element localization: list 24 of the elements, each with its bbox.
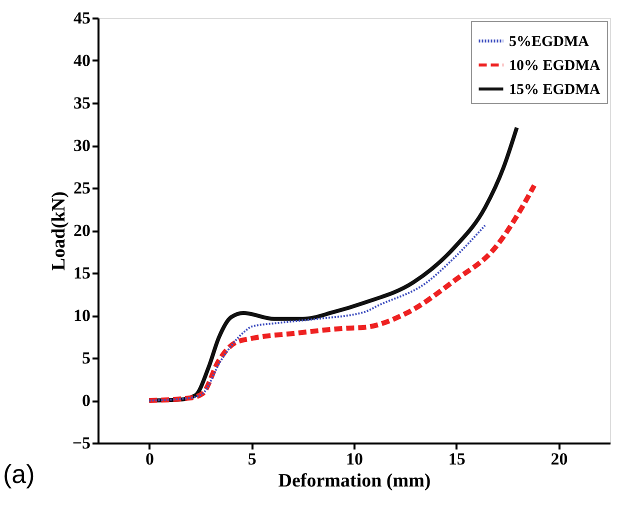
x-tick-label: 10 <box>346 450 363 468</box>
line-series <box>148 224 486 402</box>
y-tick-label: 40 <box>74 51 90 70</box>
y-tick-label: 5 <box>82 348 90 368</box>
x-tick-label: 20 <box>550 450 568 468</box>
y-tick-label: 15 <box>74 264 90 282</box>
line-series <box>147 126 519 402</box>
y-tick-label: 25 <box>74 178 90 198</box>
x-tick-label: 0 <box>145 450 154 468</box>
y-tick-label: −5 <box>72 434 90 452</box>
legend-label: 15% EGDMA <box>509 82 600 98</box>
y-tick-label: 45 <box>74 8 90 28</box>
y-axis-title: Load(kN) <box>48 191 70 271</box>
x-tick-label: 15 <box>448 450 466 468</box>
x-axis-title: Deformation (mm) <box>278 470 431 492</box>
x-tick-label: 5 <box>248 450 256 468</box>
legend-label: 5%EGDMA <box>509 34 590 50</box>
y-tick-label: 20 <box>74 221 90 240</box>
y-tick-label: 35 <box>74 94 90 112</box>
text: (a) <box>3 459 35 489</box>
y-tick-label: 30 <box>74 136 90 155</box>
legend-label: 10% EGDMA <box>509 58 600 74</box>
y-tick-label: 10 <box>74 306 90 325</box>
y-tick-label: 0 <box>82 391 90 410</box>
